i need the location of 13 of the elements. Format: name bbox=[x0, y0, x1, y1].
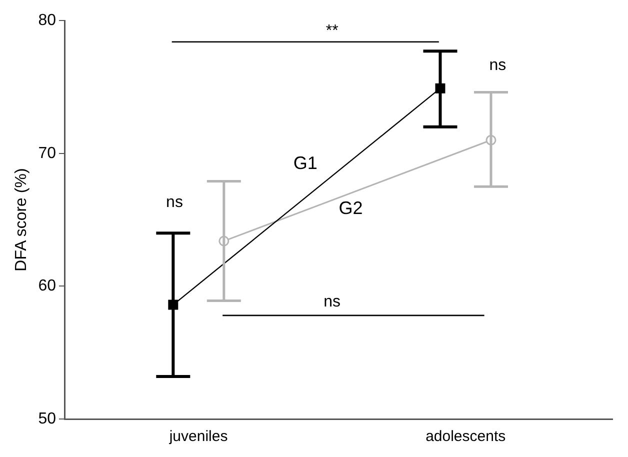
y-tick-label: 50 bbox=[38, 410, 56, 428]
annotation: ns bbox=[324, 294, 341, 311]
y-tick-label: 80 bbox=[38, 12, 56, 30]
x-tick-label: adolescents bbox=[426, 428, 506, 446]
y-tick-label: 70 bbox=[38, 144, 56, 162]
series-label: G1 bbox=[293, 152, 318, 173]
annotation: ns bbox=[489, 57, 506, 74]
annotation: ** bbox=[326, 22, 338, 40]
annotation: ns bbox=[166, 194, 183, 211]
y-tick-label: 60 bbox=[38, 278, 56, 295]
y-axis-title: DFA score (%) bbox=[13, 168, 30, 272]
x-tick-label: juveniles bbox=[168, 428, 228, 446]
series-label: G2 bbox=[338, 198, 363, 218]
